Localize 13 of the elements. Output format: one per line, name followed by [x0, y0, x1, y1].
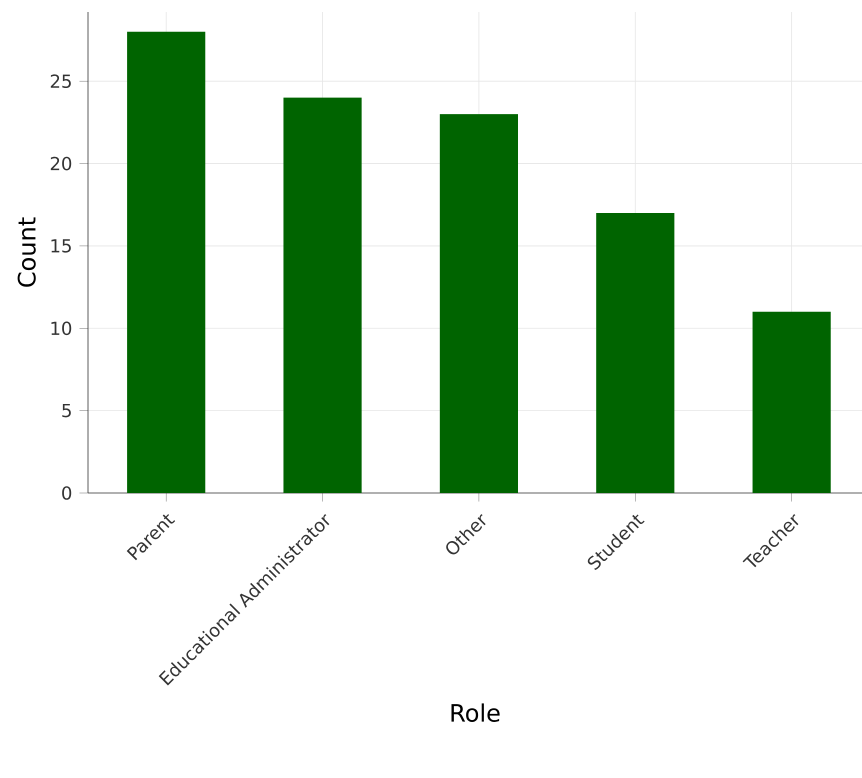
y-tick-label: 5: [62, 404, 71, 418]
bar: [127, 32, 206, 493]
y-tick-label: 0: [62, 486, 72, 500]
bar: [752, 312, 831, 493]
bar: [596, 212, 674, 493]
y-tick-label: 20: [50, 156, 72, 170]
y-tick-label: 10: [51, 321, 72, 336]
y-tick-label: 25: [50, 74, 71, 88]
y-axis-title: Count: [18, 217, 36, 287]
x-axis-title: Role: [452, 703, 500, 722]
bar: [283, 98, 362, 493]
y-tick-label: 15: [51, 239, 71, 253]
bar: [440, 114, 518, 493]
